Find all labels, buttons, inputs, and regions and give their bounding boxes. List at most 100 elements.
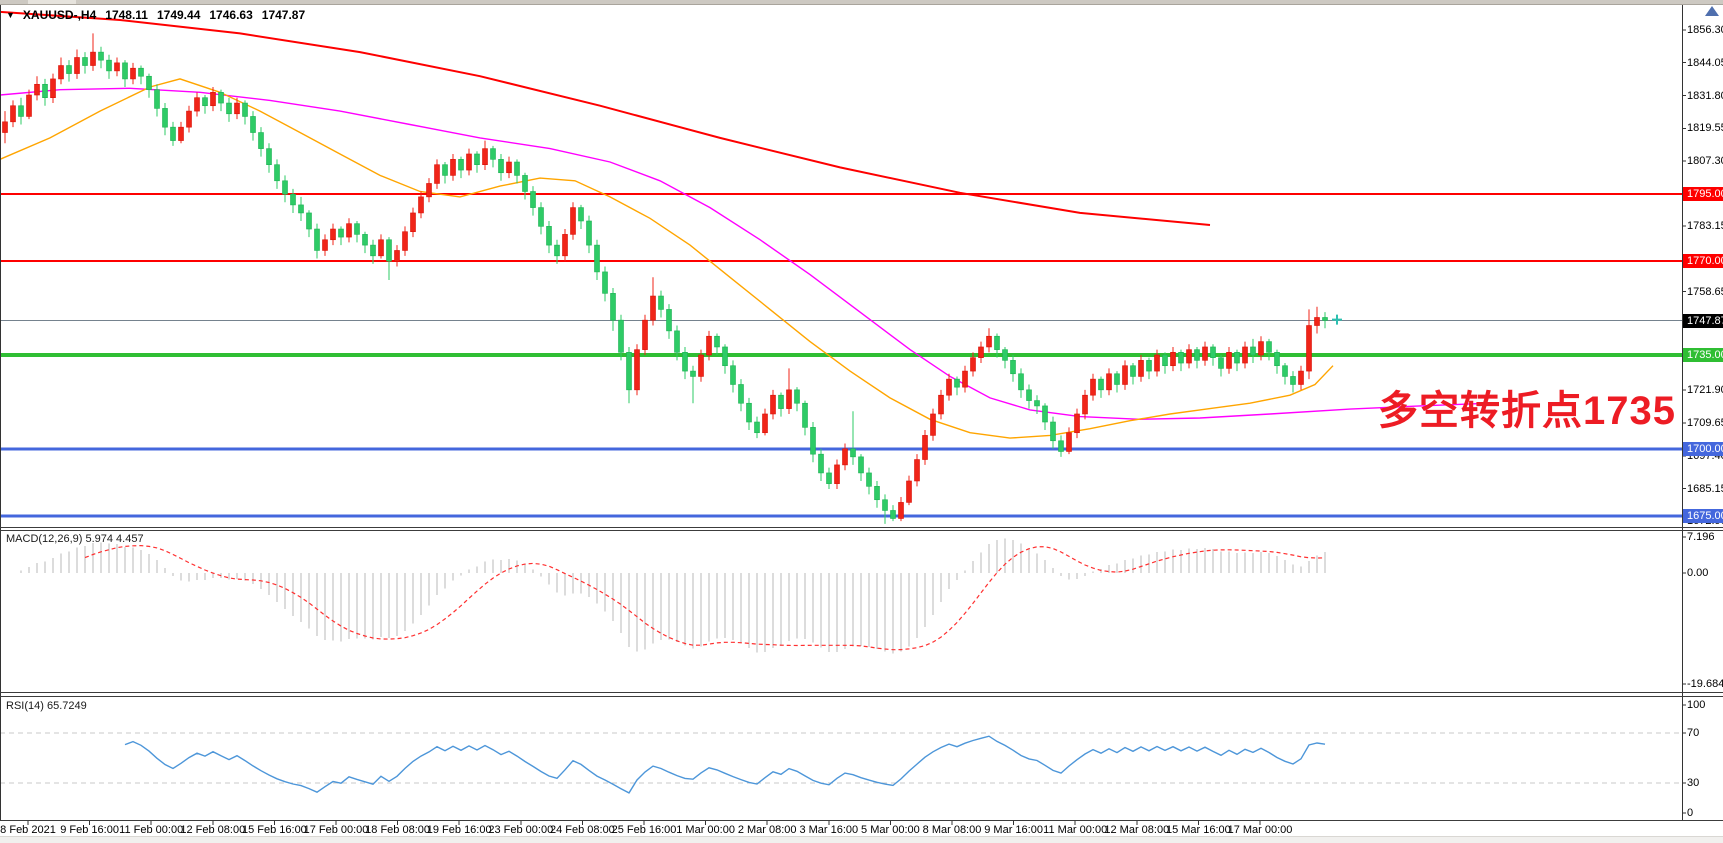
candle-body: [330, 228, 336, 241]
ohlc-open: 1748.11: [105, 8, 148, 22]
candle-body: [1018, 373, 1024, 391]
candle-body: [1138, 360, 1144, 377]
level-price-badge: 1770.00: [1683, 254, 1723, 269]
candle-body: [1074, 413, 1080, 434]
candle-body: [386, 239, 392, 262]
window-top-strip: [0, 0, 1723, 5]
annotation-text[interactable]: 多空转折点1735: [1378, 389, 1676, 433]
level-price-badge: 1735.00: [1683, 348, 1723, 362]
candle-body: [178, 126, 184, 141]
candle-body: [1162, 354, 1168, 367]
candle-body: [930, 413, 936, 436]
price-axis-label: 1758.65: [1687, 285, 1723, 298]
time-axis-label: 3 Mar 16:00: [799, 824, 859, 836]
candle-body: [498, 159, 504, 174]
ohlc-low: 1746.63: [209, 8, 253, 22]
candle-body: [218, 92, 224, 104]
candle-body: [1082, 394, 1088, 415]
candle-body: [1170, 352, 1176, 367]
candle-body: [1130, 365, 1136, 377]
candle-body: [266, 148, 272, 165]
price-axis-label: 1844.05: [1687, 56, 1723, 69]
candle-body: [1010, 360, 1016, 375]
candle-body: [106, 59, 112, 72]
candle-body: [954, 378, 960, 388]
candle-body: [1042, 405, 1048, 423]
rsi-axis-label: 70: [1687, 727, 1700, 739]
candle-body: [1034, 400, 1040, 407]
candle-body: [978, 346, 984, 358]
candle-body: [234, 102, 240, 115]
candle-body: [394, 250, 400, 262]
candle-body: [946, 378, 952, 396]
chart-shift-triangle-icon[interactable]: [1705, 6, 1719, 16]
candle-body: [890, 510, 896, 519]
candle-body: [306, 212, 312, 230]
time-axis-label: 18 Feb 08:00: [365, 824, 431, 836]
candle-body: [538, 207, 544, 227]
candle-body: [162, 108, 168, 128]
ohlc-high: 1749.44: [156, 8, 201, 22]
candle-body: [522, 175, 528, 192]
rsi-line: [124, 735, 1326, 794]
price-axis-label: 1721.90: [1687, 384, 1723, 397]
candle-body: [690, 370, 696, 377]
candle-body: [1098, 378, 1104, 391]
price-axis-label: 1685.15: [1687, 482, 1723, 495]
price-axis-label: 1709.65: [1687, 416, 1723, 429]
current-price-badge: 1747.87: [1683, 313, 1723, 328]
collapse-chevron-icon[interactable]: ▼: [6, 10, 15, 20]
candle-body: [1226, 352, 1232, 369]
candle-body: [786, 389, 792, 409]
candle-body: [1282, 365, 1288, 377]
candle-body: [10, 105, 16, 123]
candle-body: [1290, 376, 1296, 385]
candle-body: [82, 57, 88, 66]
candle-body: [1050, 421, 1056, 442]
time-axis-label: 24 Feb 08:00: [549, 824, 615, 836]
candle-body: [426, 183, 432, 198]
macd-signal-line: [84, 544, 1326, 651]
price-axis[interactable]: 1856.30 1844.05 1831.80 1819.55 1807.30 1783.…: [1683, 0, 1723, 843]
candle-body: [154, 89, 160, 109]
price-axis-label: 1819.55: [1687, 122, 1723, 135]
time-axis-label: 11 Mar 00:00: [1043, 824, 1108, 836]
macd-axis-label: 7.196: [1687, 531, 1715, 543]
candle-body: [970, 357, 976, 372]
candle-body: [1274, 352, 1280, 367]
candle-body: [554, 244, 560, 257]
candle-body: [754, 421, 760, 434]
time-axis-label: 5 Mar 00:00: [861, 824, 920, 836]
candle-body: [1146, 360, 1152, 372]
candle-body: [354, 223, 360, 235]
candle-body: [578, 207, 584, 222]
candle-body: [210, 92, 216, 107]
level-price-badge: 1795.00: [1683, 187, 1723, 202]
time-axis-label: 23 Feb 00:00: [488, 824, 554, 836]
candle-body: [826, 472, 832, 484]
candle-body: [138, 67, 144, 77]
candle-body: [258, 132, 264, 149]
candle-body: [530, 191, 536, 208]
price-axis-label: 1856.30: [1687, 23, 1723, 36]
candle-body: [818, 453, 824, 474]
symbol-timeframe: XAUUSD-,H4: [22, 8, 97, 22]
candle-body: [34, 83, 40, 96]
candle-body: [882, 499, 888, 511]
splitter-grip[interactable]: [28, 0, 76, 4]
time-axis[interactable]: 8 Feb 2021 9 Feb 16:00 11 Feb 00:00 12 Feb …: [0, 821, 1682, 836]
candle-body: [378, 239, 384, 257]
candle-body: [706, 335, 712, 356]
candle-body: [874, 486, 880, 501]
candle-body: [26, 94, 32, 117]
candle-body: [42, 83, 48, 98]
candle-body: [842, 448, 848, 466]
level-price-badge: 1675.00: [1683, 508, 1723, 523]
ma-red-slow: [0, 10, 1211, 226]
candle-body: [514, 161, 520, 176]
candle-body: [770, 394, 776, 415]
candle-body: [738, 384, 744, 404]
macd-indicator-label: MACD(12,26,9) 5.974 4.457: [6, 533, 144, 545]
